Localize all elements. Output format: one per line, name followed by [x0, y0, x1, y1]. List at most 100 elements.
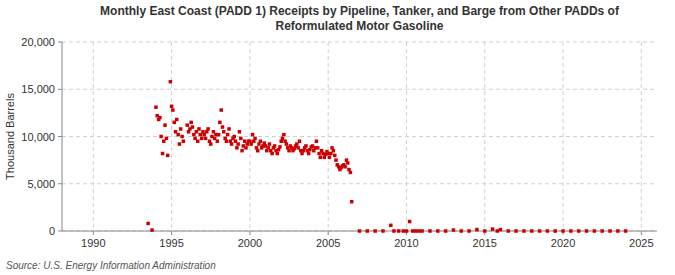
x-tick [93, 231, 94, 235]
point [491, 227, 495, 231]
point [159, 135, 163, 139]
x-tick-label: 2000 [238, 237, 262, 249]
point [182, 139, 186, 143]
point [304, 144, 308, 148]
point [206, 127, 210, 131]
point [366, 229, 370, 233]
x-grid-line [563, 42, 564, 231]
point [467, 229, 471, 233]
point [158, 116, 162, 120]
point [270, 152, 274, 156]
point [397, 229, 401, 233]
point [235, 146, 239, 150]
point [200, 137, 204, 141]
point [577, 229, 581, 233]
point [402, 229, 406, 233]
point [236, 142, 240, 146]
point [561, 229, 565, 233]
point [227, 127, 231, 131]
point [169, 80, 173, 84]
point [239, 137, 243, 141]
axes: 05,00010,00015,00020,0001990199520002005… [21, 36, 657, 249]
point [219, 108, 223, 112]
point [608, 229, 612, 233]
x-grid-line [406, 42, 407, 231]
point [546, 229, 550, 233]
y-grid-line [62, 183, 657, 184]
point [408, 220, 412, 224]
point [161, 152, 165, 156]
point [276, 152, 280, 156]
point [240, 149, 244, 153]
point [225, 139, 229, 143]
point [315, 139, 319, 143]
x-grid-line [171, 42, 172, 231]
point [244, 146, 248, 150]
point [273, 144, 277, 148]
point [483, 229, 487, 233]
point [154, 105, 158, 109]
point [624, 229, 628, 233]
point [420, 229, 424, 233]
y-tick [58, 89, 62, 90]
point [499, 228, 503, 232]
point [350, 200, 354, 204]
x-grid-line [484, 42, 485, 231]
y-tick [58, 183, 62, 184]
point [178, 142, 182, 146]
point [414, 229, 418, 233]
point [444, 229, 448, 233]
point [593, 229, 597, 233]
point [216, 139, 220, 143]
point [569, 229, 573, 233]
point [217, 133, 221, 137]
y-tick [58, 42, 62, 43]
point [251, 133, 255, 137]
point [278, 145, 282, 149]
y-tick-label: 10,000 [21, 131, 55, 143]
point [204, 137, 208, 141]
y-tick [58, 136, 62, 137]
point [170, 105, 174, 109]
x-grid-line [641, 42, 642, 231]
point [316, 146, 320, 150]
x-grid-line [249, 42, 250, 231]
title-line: Reformulated Motor Gasoline [275, 19, 443, 33]
point [197, 127, 201, 131]
point [165, 137, 169, 141]
point [163, 123, 167, 127]
point [428, 229, 432, 233]
x-grid-line [93, 42, 94, 231]
x-grid-line [328, 42, 329, 231]
point [319, 156, 323, 160]
point [616, 229, 620, 233]
point [259, 139, 263, 143]
x-tick-label: 1995 [159, 237, 183, 249]
point [196, 139, 200, 143]
x-tick [249, 231, 250, 235]
point [436, 229, 440, 233]
point [514, 229, 518, 233]
point [226, 133, 230, 137]
point [328, 156, 332, 160]
y-tick-label: 5,000 [27, 178, 55, 190]
x-tick [641, 231, 642, 235]
point [146, 222, 150, 226]
x-tick-label: 2005 [316, 237, 340, 249]
point [417, 229, 421, 233]
point [191, 125, 195, 129]
point [373, 229, 377, 233]
point [346, 161, 350, 165]
chart-svg: Monthly East Coast (PADD 1) Receipts by … [0, 0, 675, 275]
point [256, 149, 260, 153]
title-line: Monthly East Coast (PADD 1) Receipts by … [100, 4, 620, 18]
y-grid-line [62, 42, 657, 43]
points [146, 80, 627, 233]
point [334, 158, 338, 162]
x-tick-label: 2025 [629, 237, 653, 249]
title: Monthly East Coast (PADD 1) Receipts by … [100, 4, 620, 33]
point [282, 133, 286, 137]
point [166, 154, 170, 158]
point [221, 125, 225, 129]
point [268, 142, 272, 146]
